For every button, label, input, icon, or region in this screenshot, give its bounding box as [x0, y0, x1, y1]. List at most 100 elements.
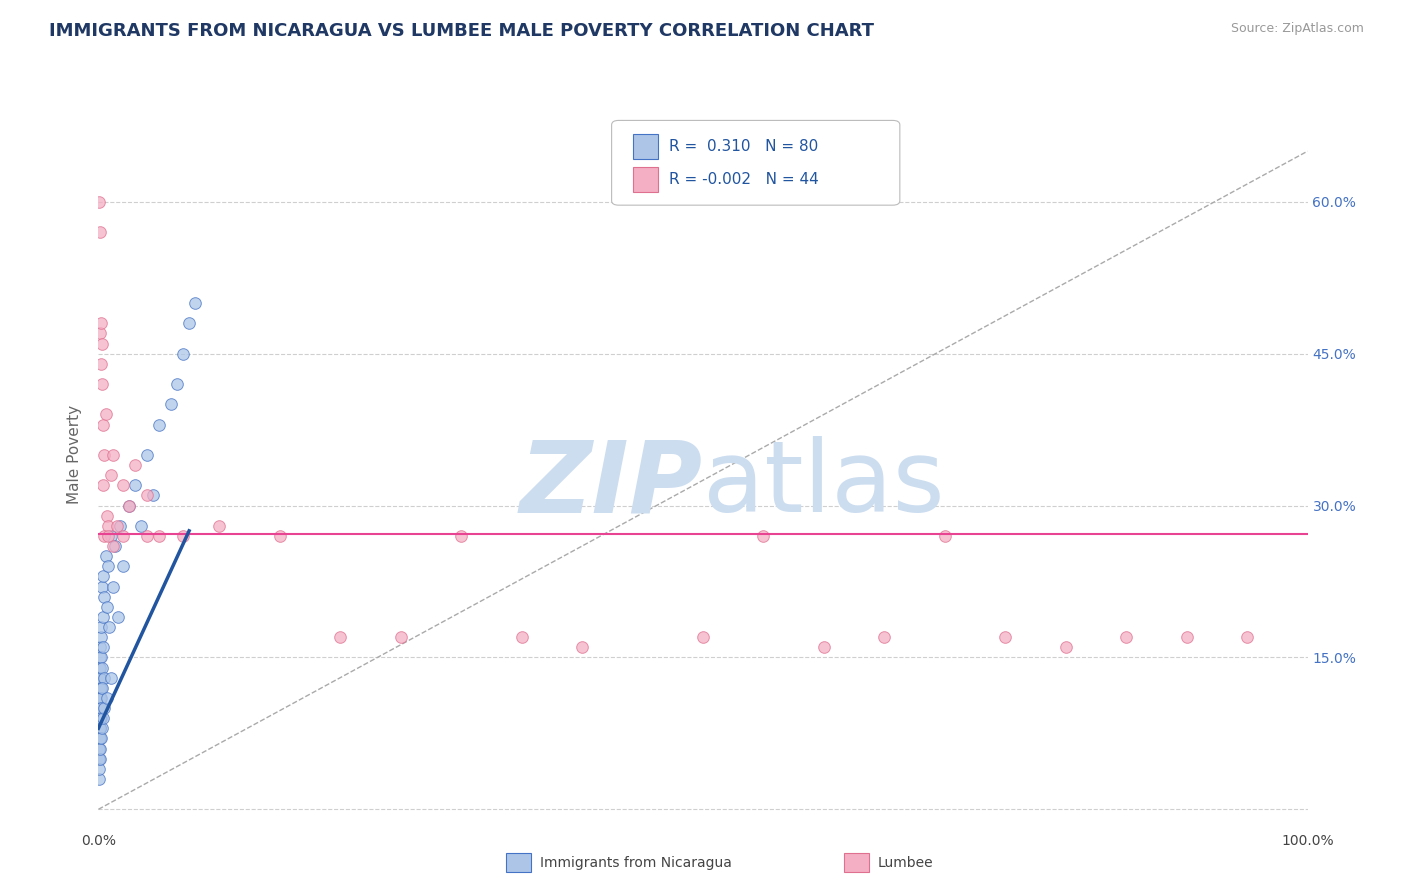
- Point: [89, 721, 111, 735]
- Point: [692, 630, 714, 644]
- Text: Lumbee: Lumbee: [877, 855, 934, 870]
- Point: [450, 529, 472, 543]
- Point: [111, 478, 134, 492]
- Point: [90, 701, 112, 715]
- Y-axis label: Male Poverty: Male Poverty: [67, 405, 83, 505]
- Point: [91, 377, 114, 392]
- Point: [124, 458, 146, 472]
- Point: [166, 377, 188, 392]
- Point: [111, 559, 134, 574]
- Point: [89, 690, 111, 705]
- Point: [118, 499, 141, 513]
- Point: [90, 650, 112, 665]
- Point: [93, 448, 115, 462]
- Point: [87, 721, 110, 735]
- Point: [389, 630, 412, 644]
- Point: [94, 408, 117, 422]
- Point: [1236, 630, 1258, 644]
- Point: [107, 610, 129, 624]
- Point: [87, 711, 110, 725]
- Point: [97, 529, 120, 543]
- Point: [91, 681, 114, 695]
- Point: [90, 620, 112, 634]
- Point: [90, 316, 112, 330]
- Point: [89, 660, 111, 674]
- Point: [100, 468, 122, 483]
- Point: [89, 741, 111, 756]
- Point: [813, 640, 835, 655]
- Point: [994, 630, 1017, 644]
- Point: [91, 721, 114, 735]
- Point: [101, 539, 124, 553]
- Point: [111, 529, 134, 543]
- Point: [105, 518, 128, 533]
- Point: [90, 357, 112, 371]
- Point: [160, 397, 183, 411]
- Point: [93, 529, 115, 543]
- Point: [89, 741, 111, 756]
- Point: [87, 701, 110, 715]
- Point: [90, 681, 112, 695]
- Point: [91, 478, 114, 492]
- Point: [89, 671, 111, 685]
- Point: [1115, 630, 1137, 644]
- Text: R =  0.310   N = 80: R = 0.310 N = 80: [669, 139, 818, 153]
- Point: [100, 529, 122, 543]
- Point: [208, 518, 231, 533]
- Point: [148, 529, 170, 543]
- Point: [93, 590, 115, 604]
- Point: [89, 762, 111, 776]
- Point: [934, 529, 956, 543]
- Point: [89, 721, 111, 735]
- Point: [87, 752, 110, 766]
- Point: [89, 701, 111, 715]
- Point: [96, 508, 118, 523]
- Point: [108, 518, 131, 533]
- Point: [97, 559, 120, 574]
- Point: [135, 529, 157, 543]
- Text: atlas: atlas: [703, 436, 945, 533]
- Point: [148, 417, 170, 432]
- Point: [89, 752, 111, 766]
- Point: [172, 529, 194, 543]
- Point: [510, 630, 533, 644]
- Point: [89, 711, 111, 725]
- Point: [87, 681, 110, 695]
- Point: [93, 701, 115, 715]
- Point: [91, 711, 114, 725]
- Point: [91, 580, 114, 594]
- Point: [90, 731, 112, 746]
- Point: [91, 660, 114, 674]
- Point: [89, 701, 111, 715]
- Point: [87, 772, 110, 786]
- Point: [172, 346, 194, 360]
- Point: [873, 630, 896, 644]
- Point: [179, 316, 201, 330]
- Point: [1175, 630, 1198, 644]
- Point: [89, 711, 111, 725]
- Point: [89, 660, 111, 674]
- Point: [91, 417, 114, 432]
- Point: [89, 225, 111, 239]
- Point: [96, 599, 118, 614]
- Text: IMMIGRANTS FROM NICARAGUA VS LUMBEE MALE POVERTY CORRELATION CHART: IMMIGRANTS FROM NICARAGUA VS LUMBEE MALE…: [49, 22, 875, 40]
- Point: [752, 529, 775, 543]
- Point: [89, 671, 111, 685]
- Point: [89, 326, 111, 341]
- Point: [87, 194, 110, 209]
- Point: [90, 630, 112, 644]
- Point: [100, 671, 122, 685]
- Point: [89, 650, 111, 665]
- Point: [571, 640, 593, 655]
- Text: ZIP: ZIP: [520, 436, 703, 533]
- Point: [89, 671, 111, 685]
- Point: [89, 752, 111, 766]
- Point: [89, 681, 111, 695]
- Point: [89, 721, 111, 735]
- Point: [90, 701, 112, 715]
- Point: [142, 488, 165, 502]
- Point: [101, 580, 124, 594]
- Point: [96, 690, 118, 705]
- Point: [87, 741, 110, 756]
- Point: [91, 569, 114, 583]
